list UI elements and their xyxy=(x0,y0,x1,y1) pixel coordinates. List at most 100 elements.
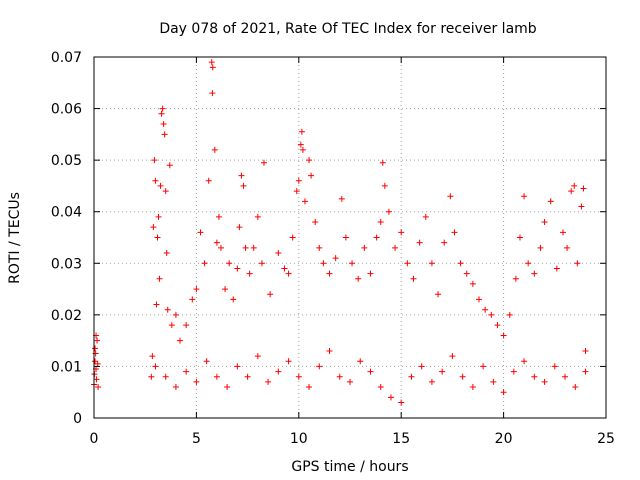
data-point xyxy=(521,358,528,365)
data-point xyxy=(494,322,501,329)
data-point xyxy=(451,229,458,236)
data-point xyxy=(521,193,528,200)
data-point xyxy=(510,368,517,375)
grid-lines xyxy=(94,57,606,418)
data-point xyxy=(355,275,362,282)
data-point xyxy=(459,373,466,380)
data-point xyxy=(149,353,156,360)
data-point xyxy=(285,270,292,277)
data-point xyxy=(541,219,548,226)
data-point xyxy=(387,394,394,401)
data-point xyxy=(428,378,435,385)
data-point xyxy=(159,105,166,112)
data-point xyxy=(260,159,267,166)
data-point xyxy=(152,363,159,370)
data-point xyxy=(488,311,495,318)
y-axis-label: ROTI / TECUs xyxy=(7,192,23,284)
data-point xyxy=(92,358,99,365)
data-point xyxy=(298,128,305,135)
data-point xyxy=(92,345,99,352)
data-point xyxy=(342,234,349,241)
data-point xyxy=(571,182,578,189)
data-point xyxy=(564,244,571,251)
x-tick-label: 25 xyxy=(597,431,615,447)
data-point xyxy=(222,286,229,293)
data-point xyxy=(398,229,405,236)
data-point xyxy=(293,188,300,195)
data-point xyxy=(258,260,265,267)
data-point xyxy=(150,224,157,231)
data-point xyxy=(250,244,257,251)
data-point xyxy=(148,373,155,380)
data-point xyxy=(326,270,333,277)
data-point xyxy=(203,358,210,365)
data-point xyxy=(281,265,288,272)
data-point xyxy=(379,159,386,166)
data-point xyxy=(367,368,374,375)
data-point xyxy=(547,198,554,205)
data-point xyxy=(155,213,162,220)
data-point xyxy=(157,182,164,189)
data-point xyxy=(183,368,190,375)
data-point xyxy=(213,239,220,246)
data-point xyxy=(94,360,101,367)
data-point xyxy=(580,185,587,192)
data-point xyxy=(316,244,323,251)
data-point xyxy=(385,208,392,215)
data-point xyxy=(209,64,216,71)
data-point xyxy=(338,195,345,202)
data-point xyxy=(153,301,160,308)
data-point xyxy=(236,224,243,231)
data-point xyxy=(162,188,169,195)
data-point xyxy=(289,234,296,241)
data-point xyxy=(295,373,302,380)
data-point xyxy=(166,162,173,169)
data-point xyxy=(297,141,304,148)
data-point xyxy=(217,244,224,251)
data-point xyxy=(177,337,184,344)
data-point xyxy=(183,322,190,329)
chart-title: Day 078 of 2021, Rate Of TEC Index for r… xyxy=(159,21,536,37)
x-axis-label: GPS time / hours xyxy=(291,459,408,475)
data-point xyxy=(152,177,159,184)
data-point xyxy=(500,332,507,339)
data-point xyxy=(163,249,170,256)
data-point xyxy=(428,260,435,267)
data-point xyxy=(193,286,200,293)
data-point xyxy=(211,146,218,153)
data-point xyxy=(531,373,538,380)
data-point xyxy=(95,384,102,391)
data-point xyxy=(158,110,165,117)
data-point xyxy=(516,234,523,241)
data-point xyxy=(582,347,589,354)
data-point xyxy=(164,306,171,313)
data-point xyxy=(160,121,167,128)
y-tick-label: 0.05 xyxy=(51,153,82,169)
x-tick-label: 0 xyxy=(90,431,99,447)
data-point xyxy=(572,384,579,391)
data-point xyxy=(553,265,560,272)
data-point xyxy=(336,373,343,380)
data-point xyxy=(578,203,585,210)
data-point xyxy=(316,363,323,370)
data-point xyxy=(267,291,274,298)
data-point xyxy=(404,260,411,267)
data-point xyxy=(320,260,327,267)
data-point xyxy=(156,275,163,282)
data-point xyxy=(312,219,319,226)
data-point xyxy=(161,131,168,138)
data-point xyxy=(537,244,544,251)
data-point xyxy=(373,234,380,241)
data-point xyxy=(447,193,454,200)
x-tick-label: 10 xyxy=(290,431,308,447)
data-point xyxy=(240,182,247,189)
data-point xyxy=(381,182,388,189)
data-point xyxy=(197,229,204,236)
data-point xyxy=(410,275,417,282)
data-point xyxy=(332,255,339,262)
data-point xyxy=(306,384,313,391)
data-point xyxy=(201,260,208,267)
x-tick-label: 5 xyxy=(192,431,201,447)
data-points xyxy=(91,59,589,406)
